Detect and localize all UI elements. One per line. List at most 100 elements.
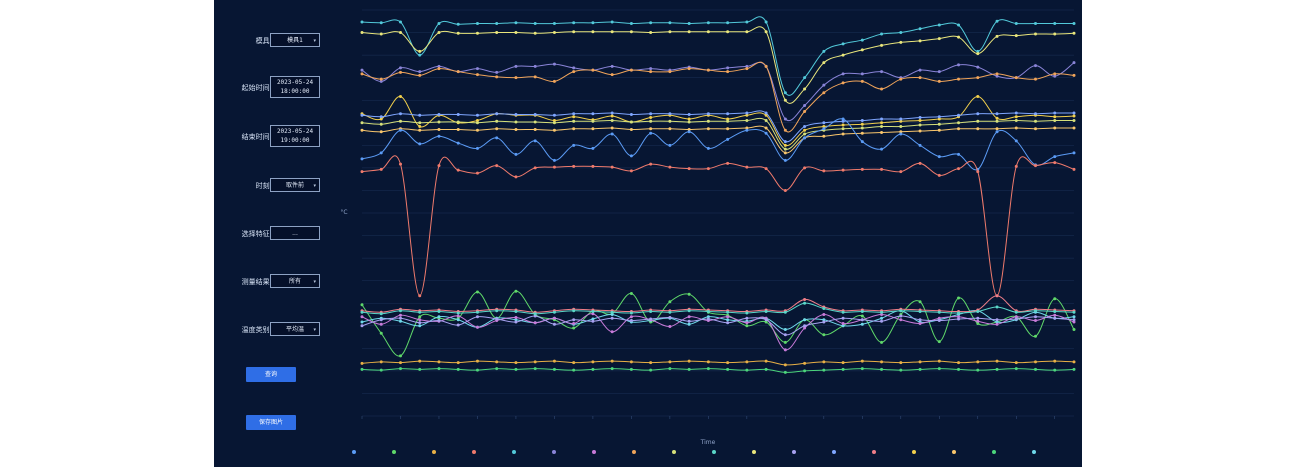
data-point <box>456 70 460 74</box>
data-point <box>1053 74 1057 78</box>
data-point <box>976 170 980 174</box>
data-point <box>572 119 576 123</box>
data-point <box>860 79 864 83</box>
data-point <box>957 35 961 39</box>
data-point <box>1053 309 1057 313</box>
end-date-text: 2023-05-24 <box>276 128 314 135</box>
data-point <box>475 290 479 294</box>
legend-swatch <box>592 450 596 454</box>
data-point <box>976 65 980 69</box>
start-time-input[interactable]: 2023-05-24 18:00:00 <box>270 76 320 98</box>
data-point <box>533 128 537 132</box>
data-point <box>822 134 826 138</box>
data-point <box>475 146 479 150</box>
data-point <box>552 62 556 66</box>
data-point <box>822 368 826 372</box>
data-point <box>456 113 460 117</box>
data-point <box>803 132 807 136</box>
legend-swatch <box>952 450 956 454</box>
data-point <box>687 67 691 71</box>
data-point <box>918 161 922 165</box>
data-point <box>456 128 460 132</box>
x-axis-label: Time <box>700 439 716 446</box>
data-point <box>803 318 807 322</box>
data-point <box>803 136 807 140</box>
data-point <box>841 53 845 57</box>
end-time-input[interactable]: 2023-05-24 19:00:00 <box>270 125 320 147</box>
data-point <box>514 316 518 320</box>
data-point <box>745 324 749 328</box>
data-point <box>668 360 672 364</box>
data-point <box>860 318 864 322</box>
data-point <box>726 30 730 34</box>
data-point <box>495 22 499 26</box>
data-point <box>437 360 441 364</box>
data-point <box>379 79 383 83</box>
data-point <box>957 63 961 67</box>
data-point <box>418 367 422 371</box>
data-point <box>726 119 730 123</box>
data-point <box>668 143 672 147</box>
series-line <box>361 117 1075 150</box>
data-point <box>1034 127 1038 131</box>
data-point <box>899 314 903 318</box>
data-point <box>668 300 672 304</box>
data-point <box>783 147 787 151</box>
save-image-button[interactable]: 保存图片 <box>246 415 296 430</box>
data-point <box>398 128 402 132</box>
data-point <box>783 363 787 367</box>
temp-label: 温度类别: <box>241 326 272 334</box>
data-point <box>1053 316 1057 320</box>
data-point <box>937 367 941 371</box>
data-point <box>1014 310 1018 314</box>
data-point <box>1072 126 1076 130</box>
data-point <box>860 48 864 52</box>
data-point <box>610 20 614 24</box>
data-point <box>706 146 710 150</box>
data-point <box>783 91 787 95</box>
data-point <box>822 127 826 131</box>
data-point <box>629 113 633 117</box>
data-point <box>649 361 653 365</box>
data-point <box>398 70 402 74</box>
data-point <box>706 317 710 321</box>
data-point <box>783 333 787 337</box>
data-point <box>1034 22 1038 26</box>
data-point <box>398 319 402 323</box>
data-point <box>995 119 999 123</box>
data-point <box>610 64 614 68</box>
result-select[interactable]: 所有 ▾ <box>270 274 320 288</box>
data-point <box>783 328 787 332</box>
data-point <box>360 157 364 161</box>
data-point <box>456 314 460 318</box>
data-point <box>552 165 556 169</box>
data-point <box>995 130 999 134</box>
period-select[interactable]: 取件前 ▾ <box>270 178 320 192</box>
data-point <box>841 132 845 136</box>
data-point <box>803 326 807 330</box>
mold-value: 模具1 <box>287 37 303 44</box>
data-point <box>1053 297 1057 301</box>
data-point <box>398 309 402 313</box>
mold-select[interactable]: 模具1 ▾ <box>270 33 320 47</box>
end-time-row: 结束时间: 2023-05-24 19:00:00 <box>214 125 334 149</box>
feature-select[interactable]: ... <box>270 226 320 240</box>
data-point <box>475 368 479 372</box>
data-point <box>418 53 422 57</box>
data-point <box>360 113 364 117</box>
data-point <box>629 120 633 124</box>
query-button[interactable]: 查询 <box>246 367 296 382</box>
data-point <box>533 64 537 68</box>
temp-select[interactable]: 平均温 ▾ <box>270 322 320 336</box>
data-point <box>437 134 441 138</box>
data-point <box>880 147 884 151</box>
data-point <box>687 30 691 34</box>
data-point <box>1072 310 1076 314</box>
data-point <box>418 321 422 325</box>
series-line <box>361 290 1075 357</box>
data-point <box>572 30 576 34</box>
data-point <box>1014 315 1018 319</box>
data-point <box>533 166 537 170</box>
data-point <box>379 167 383 171</box>
data-point <box>880 87 884 91</box>
